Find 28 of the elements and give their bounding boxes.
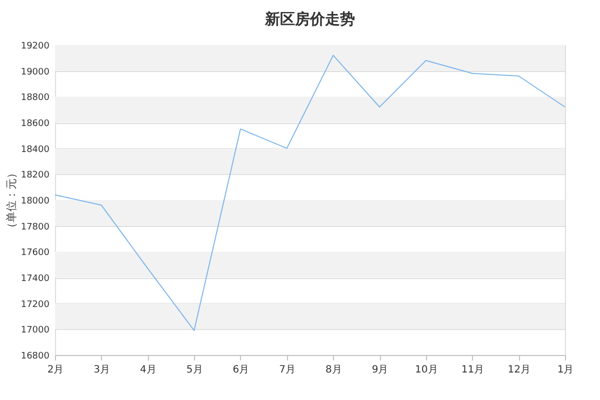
y-tick-label: 18800 <box>20 93 50 104</box>
x-tick-label: 2月 <box>47 364 64 376</box>
x-tick-label: 4月 <box>140 364 156 376</box>
x-tick-label: 9月 <box>372 364 388 376</box>
y-tick-label: 19000 <box>20 67 50 78</box>
y-tick-label: 17600 <box>20 248 50 258</box>
y-tick-label: 19200 <box>20 42 50 52</box>
y-tick-label: 18400 <box>20 144 50 155</box>
y-axis-title: （单位：元） <box>4 168 18 234</box>
x-tick-label: 10月 <box>415 364 438 376</box>
y-tick-label: 17200 <box>20 300 50 310</box>
x-tick-label: 3月 <box>94 364 110 376</box>
chart-title: 新区房价走势 <box>264 10 355 28</box>
x-tick-label: 8月 <box>325 364 342 376</box>
x-tick-label: 12月 <box>508 364 531 376</box>
x-tick-label: 1月 <box>557 364 574 376</box>
y-tick-label: 16800 <box>20 352 50 362</box>
y-tick-label: 18000 <box>20 196 50 206</box>
y-tick-label: 17400 <box>20 274 50 284</box>
x-tick-label: 5月 <box>186 364 203 376</box>
y-tick-label: 18600 <box>20 119 50 129</box>
y-tick-label: 18200 <box>20 170 50 181</box>
line-series <box>54 54 566 331</box>
y-tick-label: 17000 <box>20 326 50 336</box>
x-tick-label: 7月 <box>279 364 296 376</box>
x-tick-label: 6月 <box>232 364 250 376</box>
y-tick-label: 17800 <box>20 222 50 232</box>
x-tick-label: 11月 <box>461 364 484 376</box>
